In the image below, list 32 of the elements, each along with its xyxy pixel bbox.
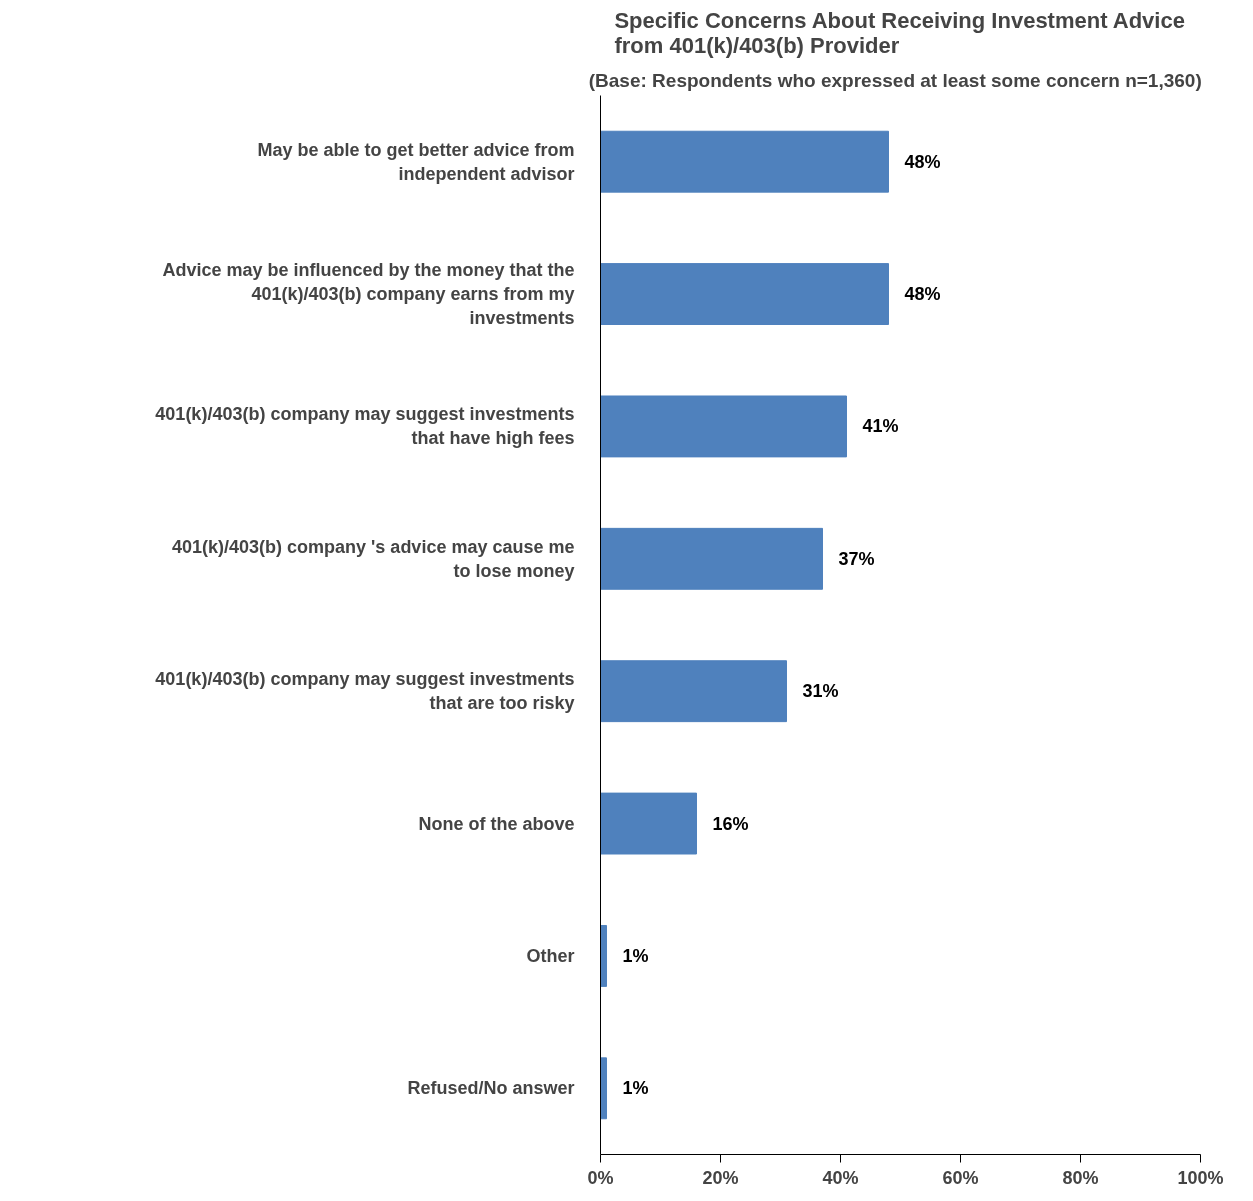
bar [600,395,847,458]
x-tick-label: 100% [1177,1167,1224,1188]
data-label: 31% [802,681,839,702]
bar [600,660,787,723]
data-label: 48% [904,284,941,305]
y-tick-label: 401(k)/403(b) company 's advice may cause me to lose money [172,536,575,581]
x-tick-label: 0% [587,1167,614,1188]
data-label: 1% [622,945,649,966]
y-tick-label: 401(k)/403(b) company may suggest investments that are too risky [155,669,575,714]
y-tick-label: Advice may be influenced by the money that the 401(k)/403(b) company earns from my investments [162,260,575,329]
chart-title: Specific Concerns About Receiving Investment Advice from 401(k)/403(b) Provider [614,7,1185,58]
y-tick-label: None of the above [418,813,575,834]
x-tick-label: 80% [1062,1167,1099,1188]
data-label: 41% [862,416,899,437]
x-tick-label: 60% [942,1167,979,1188]
bar [600,527,823,590]
x-tick-label: 40% [822,1167,859,1188]
data-label: 16% [712,813,749,834]
y-tick-label: Refused/No answer [407,1078,575,1099]
x-tick-label: 20% [702,1167,739,1188]
data-label: 1% [622,1078,649,1099]
y-tick-label: May be able to get better advice from independent advisor [257,139,575,184]
bar [600,130,889,193]
bar [600,924,607,987]
bar [600,792,697,855]
bar [600,1057,607,1120]
data-label: 37% [838,548,875,569]
data-label: 48% [904,151,941,172]
bar [600,263,889,326]
y-tick-label: 401(k)/403(b) company may suggest investments that have high fees [155,404,575,449]
y-tick-label: Other [526,945,575,966]
chart-subtitle: (Base: Respondents who expressed at least some concern n=1,360) [588,69,1202,91]
